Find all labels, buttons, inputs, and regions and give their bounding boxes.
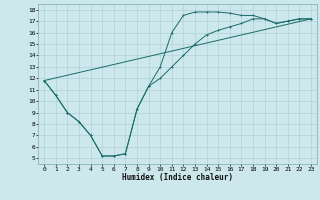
X-axis label: Humidex (Indice chaleur): Humidex (Indice chaleur) <box>122 173 233 182</box>
